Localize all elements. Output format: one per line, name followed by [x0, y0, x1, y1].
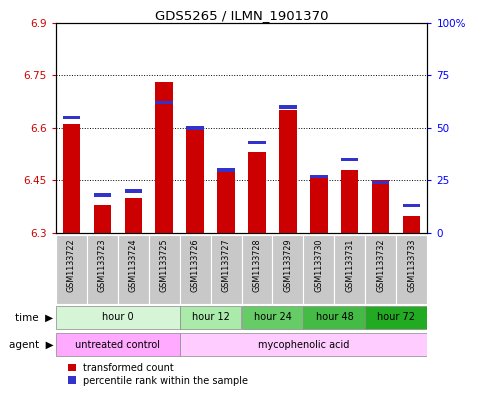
- Text: time  ▶: time ▶: [15, 312, 53, 322]
- Bar: [211, 235, 242, 304]
- Bar: [403, 215, 421, 233]
- Text: hour 72: hour 72: [377, 312, 415, 322]
- Bar: [272, 235, 303, 304]
- Bar: [180, 235, 211, 304]
- Bar: [180, 306, 242, 329]
- Bar: [149, 235, 180, 304]
- Bar: [341, 158, 358, 161]
- Text: GSM1133728: GSM1133728: [253, 239, 261, 292]
- Bar: [56, 306, 180, 329]
- Bar: [397, 235, 427, 304]
- Bar: [403, 204, 421, 208]
- Text: GSM1133726: GSM1133726: [190, 239, 199, 292]
- Text: hour 12: hour 12: [192, 312, 229, 322]
- Text: GSM1133727: GSM1133727: [222, 239, 230, 292]
- Bar: [280, 105, 297, 108]
- Bar: [125, 189, 142, 193]
- Text: GSM1133732: GSM1133732: [376, 239, 385, 292]
- Bar: [366, 235, 397, 304]
- Text: untreated control: untreated control: [75, 340, 160, 350]
- Bar: [186, 128, 203, 233]
- Text: GSM1133729: GSM1133729: [284, 239, 293, 292]
- Bar: [311, 177, 327, 233]
- Text: GSM1133733: GSM1133733: [408, 239, 416, 292]
- Bar: [94, 205, 111, 233]
- Text: hour 0: hour 0: [102, 312, 133, 322]
- Bar: [334, 235, 366, 304]
- Text: mycophenolic acid: mycophenolic acid: [258, 340, 349, 350]
- Bar: [242, 306, 303, 329]
- Bar: [311, 174, 327, 178]
- Text: hour 48: hour 48: [315, 312, 354, 322]
- Bar: [156, 83, 172, 233]
- Bar: [248, 141, 266, 144]
- Bar: [62, 125, 80, 233]
- Bar: [56, 235, 86, 304]
- Text: agent  ▶: agent ▶: [9, 340, 53, 350]
- Bar: [280, 110, 297, 233]
- Bar: [217, 170, 235, 233]
- Bar: [341, 170, 358, 233]
- Title: GDS5265 / ILMN_1901370: GDS5265 / ILMN_1901370: [155, 9, 328, 22]
- Text: GSM1133722: GSM1133722: [67, 239, 75, 292]
- Bar: [56, 333, 180, 356]
- Text: GSM1133723: GSM1133723: [98, 239, 107, 292]
- Bar: [366, 306, 427, 329]
- Bar: [125, 198, 142, 233]
- Bar: [248, 152, 266, 233]
- Bar: [242, 235, 272, 304]
- Bar: [186, 126, 203, 130]
- Bar: [156, 101, 172, 105]
- Bar: [117, 235, 149, 304]
- Text: GSM1133731: GSM1133731: [345, 239, 355, 292]
- Bar: [62, 116, 80, 119]
- Bar: [303, 306, 366, 329]
- Text: GSM1133724: GSM1133724: [128, 239, 138, 292]
- Bar: [303, 235, 334, 304]
- Bar: [94, 193, 111, 197]
- Bar: [86, 235, 117, 304]
- Text: GSM1133730: GSM1133730: [314, 239, 324, 292]
- Text: GSM1133725: GSM1133725: [159, 239, 169, 292]
- Bar: [180, 333, 427, 356]
- Bar: [217, 168, 235, 172]
- Text: hour 24: hour 24: [254, 312, 291, 322]
- Bar: [372, 181, 389, 184]
- Bar: [372, 180, 389, 233]
- Legend: transformed count, percentile rank within the sample: transformed count, percentile rank withi…: [68, 363, 248, 386]
